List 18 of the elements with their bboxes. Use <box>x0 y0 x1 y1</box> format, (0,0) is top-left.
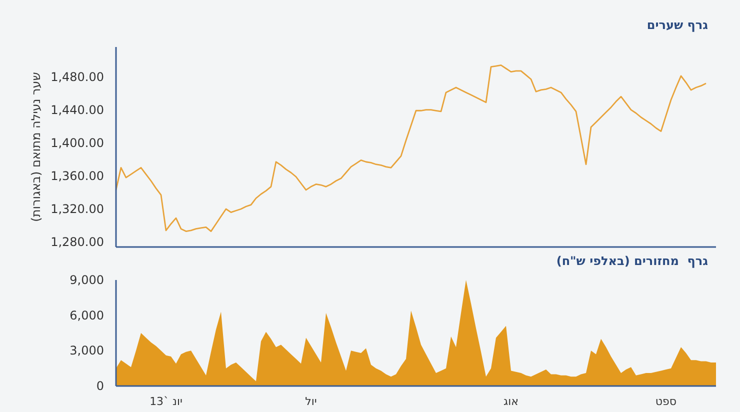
x-tick-label: יונ `13 <box>150 395 182 408</box>
x-tick-label: יול <box>305 395 317 408</box>
y-tick-label: 1,280.00 <box>50 235 104 250</box>
y-tick-label: 6,000 <box>70 308 104 322</box>
y-tick-label: 3,000 <box>70 344 104 358</box>
chart-title: גרף מחזורים (באלפי ש"ח) <box>556 254 708 268</box>
y-tick-label: 1,440.00 <box>50 102 104 117</box>
y-tick-label: 1,320.00 <box>50 202 104 216</box>
y-tick-label: 1,480.00 <box>50 70 104 84</box>
line-series <box>115 64 707 232</box>
chart-title: גרף שערים <box>646 18 708 32</box>
x-tick-label: אוג <box>504 395 518 408</box>
y-tick-label: 0 <box>96 379 104 393</box>
y-axis-title: שער נעילה מתואם (באגורות) <box>29 72 43 222</box>
y-tick-label: 1,360.00 <box>50 168 104 183</box>
x-tick-label: ספט <box>655 395 677 408</box>
y-tick-label: 9,000 <box>70 273 104 287</box>
y-tick-label: 1,400.00 <box>50 136 104 150</box>
